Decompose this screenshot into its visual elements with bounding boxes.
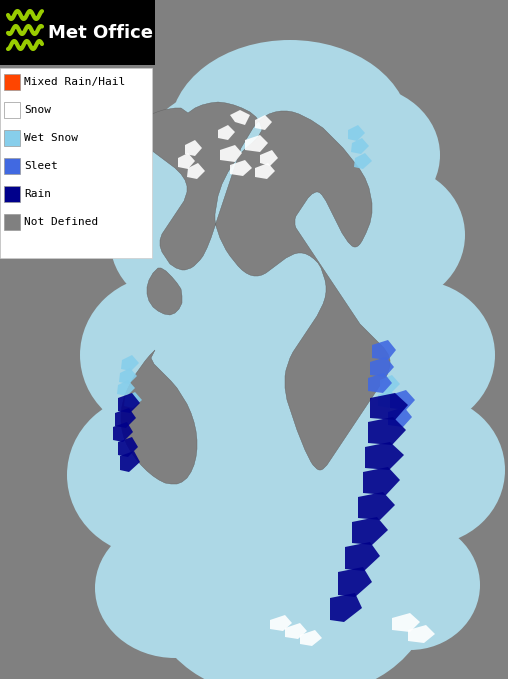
Polygon shape bbox=[300, 630, 322, 646]
Polygon shape bbox=[118, 437, 138, 457]
Polygon shape bbox=[338, 567, 372, 597]
Polygon shape bbox=[178, 153, 195, 169]
Polygon shape bbox=[352, 517, 388, 545]
Polygon shape bbox=[147, 268, 182, 315]
Polygon shape bbox=[363, 467, 400, 495]
Polygon shape bbox=[358, 492, 395, 520]
Polygon shape bbox=[368, 373, 392, 393]
Polygon shape bbox=[330, 593, 362, 622]
Text: Met Office: Met Office bbox=[48, 24, 153, 42]
Polygon shape bbox=[124, 392, 142, 408]
Polygon shape bbox=[408, 625, 435, 643]
Polygon shape bbox=[260, 150, 278, 166]
Polygon shape bbox=[390, 390, 415, 410]
Ellipse shape bbox=[145, 90, 295, 220]
Polygon shape bbox=[388, 407, 412, 427]
Polygon shape bbox=[348, 125, 365, 141]
Polygon shape bbox=[185, 140, 202, 156]
Text: Wet Snow: Wet Snow bbox=[24, 133, 78, 143]
Polygon shape bbox=[187, 163, 205, 179]
Ellipse shape bbox=[335, 280, 495, 430]
Ellipse shape bbox=[280, 85, 440, 225]
Ellipse shape bbox=[340, 520, 480, 650]
Ellipse shape bbox=[130, 240, 450, 500]
Polygon shape bbox=[378, 390, 398, 408]
Ellipse shape bbox=[170, 40, 410, 220]
Polygon shape bbox=[370, 393, 408, 420]
Polygon shape bbox=[245, 135, 268, 152]
Ellipse shape bbox=[95, 518, 255, 658]
Polygon shape bbox=[351, 138, 369, 154]
Polygon shape bbox=[354, 153, 372, 169]
Polygon shape bbox=[119, 368, 137, 384]
Polygon shape bbox=[218, 125, 235, 140]
Ellipse shape bbox=[345, 395, 505, 545]
Ellipse shape bbox=[125, 360, 455, 620]
Ellipse shape bbox=[150, 500, 430, 679]
Bar bbox=[4, 214, 20, 230]
Polygon shape bbox=[380, 375, 400, 393]
Polygon shape bbox=[121, 350, 197, 484]
Polygon shape bbox=[113, 422, 133, 442]
Bar bbox=[4, 158, 20, 174]
Polygon shape bbox=[137, 102, 390, 470]
Ellipse shape bbox=[67, 393, 243, 557]
Polygon shape bbox=[392, 613, 420, 632]
Polygon shape bbox=[270, 615, 292, 631]
Polygon shape bbox=[368, 417, 406, 445]
Ellipse shape bbox=[110, 170, 260, 310]
Polygon shape bbox=[365, 442, 404, 470]
Polygon shape bbox=[121, 355, 139, 371]
Polygon shape bbox=[372, 340, 396, 360]
Polygon shape bbox=[345, 542, 380, 571]
Polygon shape bbox=[230, 160, 252, 176]
Text: Not Defined: Not Defined bbox=[24, 217, 98, 227]
Bar bbox=[4, 102, 20, 118]
Bar bbox=[4, 186, 20, 202]
Text: Rain: Rain bbox=[24, 189, 51, 199]
Polygon shape bbox=[220, 145, 242, 162]
Bar bbox=[4, 130, 20, 146]
Polygon shape bbox=[255, 163, 275, 179]
Ellipse shape bbox=[150, 140, 430, 360]
Polygon shape bbox=[118, 393, 140, 413]
Polygon shape bbox=[120, 451, 140, 472]
Polygon shape bbox=[230, 110, 250, 125]
Text: Mixed Rain/Hail: Mixed Rain/Hail bbox=[24, 77, 125, 87]
Bar bbox=[4, 74, 20, 90]
Polygon shape bbox=[255, 115, 272, 130]
Polygon shape bbox=[285, 623, 307, 639]
Text: Sleet: Sleet bbox=[24, 161, 58, 171]
Ellipse shape bbox=[80, 275, 250, 435]
Polygon shape bbox=[117, 380, 135, 396]
FancyBboxPatch shape bbox=[0, 0, 155, 65]
Text: Snow: Snow bbox=[24, 105, 51, 115]
Ellipse shape bbox=[315, 165, 465, 305]
FancyBboxPatch shape bbox=[0, 68, 152, 258]
Polygon shape bbox=[115, 408, 136, 428]
Polygon shape bbox=[370, 357, 394, 377]
